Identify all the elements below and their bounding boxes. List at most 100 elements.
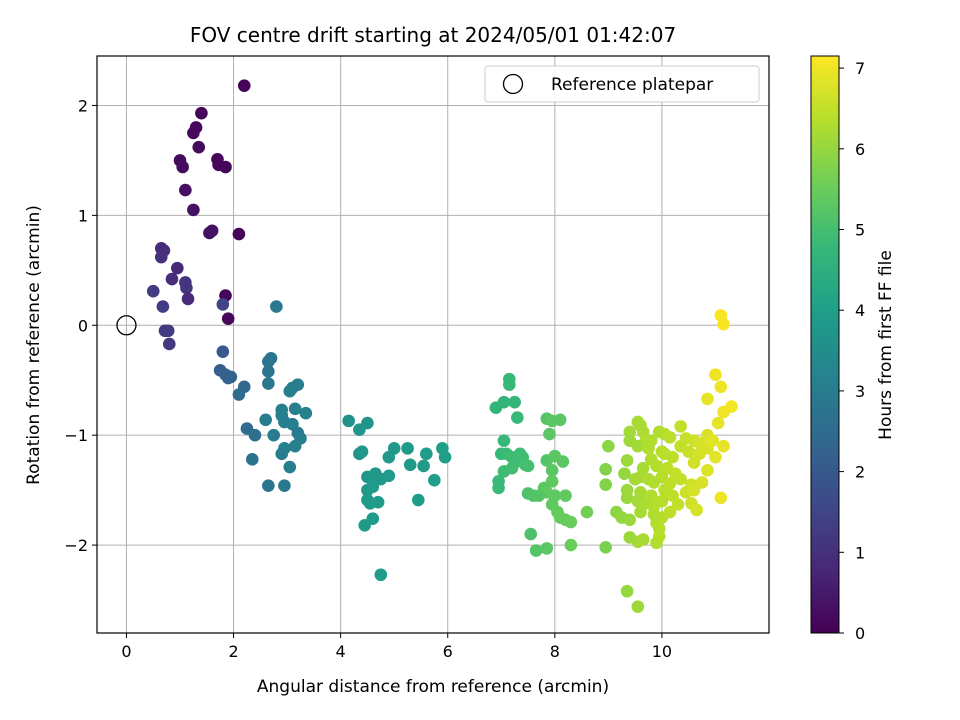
data-point bbox=[711, 416, 725, 430]
data-point bbox=[358, 518, 372, 532]
data-point bbox=[288, 402, 302, 416]
data-point bbox=[221, 312, 235, 325]
data-point bbox=[620, 454, 634, 467]
colorbar-tick-label: 1 bbox=[855, 543, 865, 562]
chart-title: FOV centre drift starting at 2024/05/01 … bbox=[190, 23, 676, 47]
data-point bbox=[671, 498, 685, 511]
data-point bbox=[599, 540, 612, 554]
data-point bbox=[532, 489, 546, 502]
data-point bbox=[620, 584, 634, 598]
data-point bbox=[725, 400, 738, 413]
data-point bbox=[438, 450, 452, 464]
data-point bbox=[288, 439, 302, 453]
legend-box bbox=[484, 65, 760, 103]
grid-lines bbox=[97, 56, 769, 633]
data-point bbox=[497, 434, 511, 447]
data-point bbox=[529, 544, 543, 557]
data-point bbox=[192, 140, 206, 154]
data-point bbox=[599, 478, 612, 491]
data-point bbox=[545, 464, 559, 477]
data-point bbox=[717, 439, 730, 453]
data-point bbox=[259, 413, 272, 427]
data-point bbox=[505, 461, 519, 475]
data-point bbox=[205, 224, 219, 238]
data-point bbox=[674, 472, 687, 486]
data-point bbox=[262, 377, 275, 390]
data-point bbox=[634, 505, 647, 519]
colorbar bbox=[810, 55, 840, 634]
data-point bbox=[709, 450, 722, 464]
data-point bbox=[620, 491, 634, 505]
data-point bbox=[655, 494, 669, 508]
data-point bbox=[187, 126, 200, 140]
colorbar-tick-label: 6 bbox=[855, 140, 865, 159]
y-tick-label: −2 bbox=[64, 536, 88, 555]
data-point bbox=[564, 538, 578, 552]
data-point bbox=[267, 428, 281, 442]
data-point bbox=[382, 469, 396, 483]
data-point bbox=[283, 384, 297, 398]
data-point bbox=[714, 380, 728, 394]
data-point bbox=[420, 447, 433, 461]
legend-marker-reference bbox=[502, 73, 524, 95]
data-point bbox=[701, 464, 714, 477]
data-point bbox=[219, 160, 232, 174]
x-tick-label: 10 bbox=[652, 642, 672, 661]
data-point bbox=[540, 542, 554, 555]
data-point bbox=[508, 395, 521, 409]
data-point bbox=[618, 467, 631, 480]
data-point bbox=[181, 292, 195, 306]
data-point bbox=[165, 272, 179, 286]
data-point bbox=[652, 529, 666, 543]
data-point bbox=[366, 480, 380, 494]
colorbar-label: Hours from first FF file bbox=[876, 250, 896, 440]
data-point bbox=[187, 203, 200, 217]
data-point bbox=[278, 479, 291, 493]
axis-ticks: 0 2 4 6 8 10 −2 −1 0 1 2 bbox=[64, 96, 672, 661]
data-point bbox=[161, 324, 175, 338]
data-point bbox=[262, 479, 275, 493]
data-points bbox=[146, 79, 738, 613]
data-point bbox=[674, 420, 687, 433]
data-point bbox=[374, 568, 388, 582]
data-point bbox=[650, 459, 663, 473]
data-point bbox=[701, 392, 714, 406]
x-tick-label: 0 bbox=[121, 642, 131, 661]
data-point bbox=[371, 495, 385, 509]
data-point bbox=[417, 459, 430, 473]
data-point bbox=[524, 527, 538, 541]
data-point bbox=[717, 317, 730, 331]
data-point bbox=[663, 505, 677, 519]
plot-frame bbox=[96, 55, 770, 634]
data-point bbox=[714, 491, 728, 505]
data-point bbox=[216, 345, 230, 358]
data-point bbox=[553, 413, 567, 427]
data-point bbox=[224, 370, 238, 384]
data-point bbox=[559, 489, 572, 502]
data-point bbox=[262, 365, 275, 378]
colorbar-tick-label: 5 bbox=[855, 221, 865, 240]
data-point bbox=[264, 351, 278, 365]
data-point bbox=[695, 476, 709, 489]
data-point bbox=[503, 378, 516, 391]
data-point bbox=[687, 456, 701, 469]
x-tick-label: 2 bbox=[228, 642, 238, 661]
x-tick-label: 4 bbox=[336, 642, 346, 661]
data-point bbox=[411, 493, 425, 507]
data-point bbox=[245, 453, 259, 466]
data-point bbox=[387, 442, 401, 455]
data-point bbox=[687, 483, 701, 497]
data-point bbox=[270, 300, 283, 313]
data-point bbox=[642, 442, 655, 455]
data-point bbox=[176, 160, 189, 174]
data-point bbox=[216, 298, 230, 311]
data-point bbox=[631, 600, 645, 613]
colorbar-tick-label: 0 bbox=[855, 624, 865, 643]
data-point bbox=[146, 284, 160, 298]
y-tick-label: 0 bbox=[78, 316, 88, 335]
colorbar-tick-label: 2 bbox=[855, 463, 865, 482]
colorbar-tick-label: 4 bbox=[855, 301, 865, 320]
data-point bbox=[299, 406, 313, 420]
data-point bbox=[663, 431, 677, 444]
